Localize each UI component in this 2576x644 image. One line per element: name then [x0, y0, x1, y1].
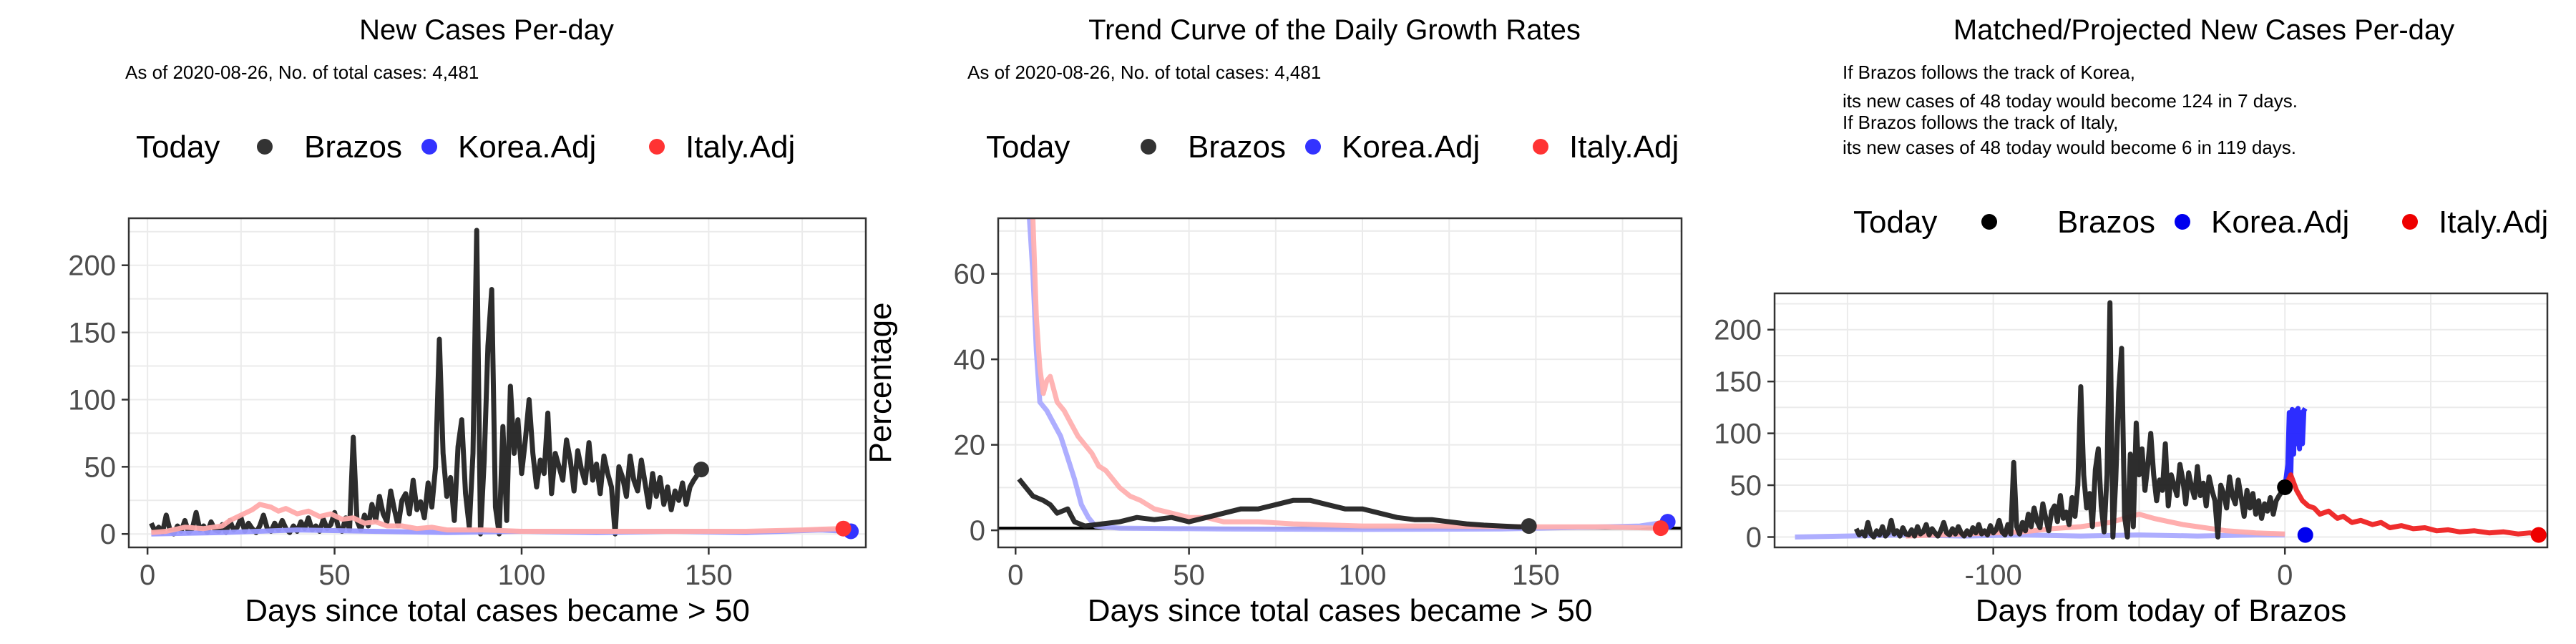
- x-tick-label: 100: [1339, 560, 1387, 591]
- x-tick-label: 50: [1173, 560, 1205, 591]
- legend-key-korea-adj: [1305, 139, 1321, 155]
- legend-label: Brazos: [2057, 205, 2155, 240]
- legend-label: Italy.Adj: [686, 130, 795, 165]
- plot-area: [1795, 300, 2540, 540]
- chart-subtitle: As of 2020-08-26, No. of total cases: 4,…: [967, 62, 1321, 83]
- x-tick-label: 0: [1008, 560, 1023, 591]
- y-tick-label: 60: [954, 259, 986, 291]
- y-tick-label: 200: [68, 250, 116, 282]
- legend-title: Today: [986, 130, 1070, 165]
- y-tick-label: 0: [1746, 522, 1762, 554]
- y-tick-label: 100: [68, 384, 116, 416]
- x-tick-label: 0: [140, 560, 155, 591]
- series-line-italy-adj: [151, 502, 840, 535]
- legend-label: Korea.Adj: [2211, 205, 2349, 240]
- x-tick-label: 100: [498, 560, 546, 591]
- series-line-brazos: [1853, 300, 2288, 540]
- y-axis-label: Percentage: [863, 302, 898, 463]
- legend: Today Brazos Korea.Adj Italy.Adj: [986, 130, 1679, 165]
- legend-label: Korea.Adj: [458, 130, 596, 165]
- x-axis-label: Days since total cases became > 50: [1088, 593, 1593, 628]
- x-axis-label: Days from today of Brazos: [1976, 593, 2346, 628]
- plot-frame: [997, 217, 1683, 549]
- legend-key-korea-adj: [2175, 214, 2190, 230]
- y-tick-label: 150: [1714, 366, 1762, 398]
- series-line-brazos: [1017, 477, 1529, 530]
- series-line-korea-adj: [1027, 218, 1669, 532]
- y-tick-label: 50: [84, 452, 117, 483]
- legend-key-italy-adj: [2402, 214, 2418, 230]
- legend-label: Brazos: [304, 130, 402, 165]
- chart-subtitle-line: its new cases of 48 today would become 6…: [1843, 137, 2296, 158]
- plot-area: [149, 228, 848, 537]
- today-point-brazos: [693, 462, 709, 478]
- series-line-korea-adj: [1795, 532, 2285, 540]
- y-tick-label: 40: [954, 344, 986, 376]
- chart-title: Matched/Projected New Cases Per-day: [1953, 14, 2454, 46]
- today-point-brazos: [1521, 518, 1537, 535]
- plot-frame: [1773, 292, 2549, 549]
- y-tick-label: 200: [1714, 315, 1762, 346]
- x-tick-label: 0: [2277, 560, 2293, 591]
- x-tick-label: -100: [1965, 560, 2022, 591]
- chart-title: New Cases Per-day: [359, 14, 614, 46]
- series-line-italy-adj-projected: [2283, 472, 2540, 538]
- legend: Today Brazos Korea.Adj Italy.Adj: [136, 130, 795, 165]
- chart-subtitle: As of 2020-08-26, No. of total cases: 4,…: [125, 62, 479, 83]
- legend-key-brazos: [1141, 139, 1156, 155]
- legend-key-italy-adj: [1533, 139, 1548, 155]
- legend-key-brazos: [1981, 214, 1997, 230]
- y-tick-label: 50: [1730, 470, 1762, 502]
- y-tick-label: 150: [68, 318, 116, 349]
- plot-area: [1017, 218, 1669, 532]
- y-tick-label: 20: [954, 430, 986, 462]
- today-point-brazos: [2277, 479, 2293, 495]
- today-point-italy-adj: [835, 520, 852, 537]
- today-point-italy-adj: [2530, 527, 2547, 543]
- x-axis-label: Days since total cases became > 50: [245, 593, 750, 628]
- series-line-korea-adj-projected: [2282, 406, 2308, 488]
- panel-growth-rates: Trend Curve of the Daily Growth Rates As…: [863, 14, 1683, 628]
- legend-key-brazos: [257, 139, 273, 155]
- legend: Today Brazos Korea.Adj Italy.Adj: [1853, 205, 2548, 240]
- series-line-brazos: [149, 228, 703, 537]
- legend-label: Brazos: [1188, 130, 1286, 165]
- legend-title: Today: [1853, 205, 1937, 240]
- x-tick-label: 150: [1512, 560, 1560, 591]
- legend-title: Today: [136, 130, 220, 165]
- chart-subtitle-line: its new cases of 48 today would become 1…: [1843, 90, 2298, 112]
- panel-projected: Matched/Projected New Cases Per-day If B…: [1714, 14, 2549, 628]
- legend-label: Korea.Adj: [1342, 130, 1480, 165]
- x-tick-label: 150: [685, 560, 733, 591]
- today-point-italy-adj: [1652, 520, 1669, 537]
- legend-label: Italy.Adj: [1569, 130, 1679, 165]
- legend-key-korea-adj: [421, 139, 437, 155]
- y-tick-label: 0: [100, 519, 116, 550]
- legend-key-italy-adj: [649, 139, 665, 155]
- plot-frame: [127, 217, 867, 549]
- today-point-korea-adj: [2297, 527, 2313, 543]
- x-tick-label: 50: [318, 560, 351, 591]
- legend-label: Italy.Adj: [2439, 205, 2548, 240]
- chart-title: Trend Curve of the Daily Growth Rates: [1088, 14, 1581, 46]
- chart-subtitle-line: If Brazos follows the track of Korea,: [1843, 62, 2135, 83]
- chart-subtitle-line: If Brazos follows the track of Italy,: [1843, 112, 2118, 133]
- panel-new-cases: New Cases Per-day As of 2020-08-26, No. …: [68, 14, 867, 628]
- y-tick-label: 0: [970, 515, 985, 547]
- y-tick-label: 100: [1714, 419, 1762, 450]
- series-line-italy-adj: [1030, 218, 1658, 531]
